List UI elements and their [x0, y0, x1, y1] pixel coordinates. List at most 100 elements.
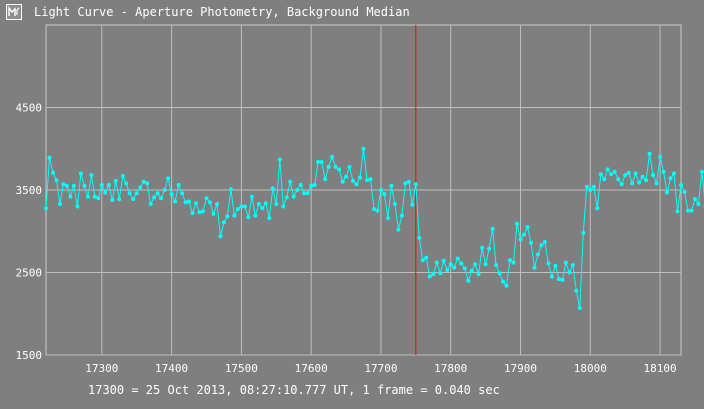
data-point [431, 272, 436, 277]
data-point [305, 191, 310, 196]
data-point [58, 202, 62, 206]
data-point [260, 206, 265, 211]
data-point [127, 191, 132, 196]
data-point [368, 177, 373, 182]
data-point [253, 213, 258, 218]
data-point [218, 234, 223, 239]
data-point [644, 178, 649, 183]
data-point [699, 169, 704, 174]
data-point [616, 177, 621, 182]
data-point [549, 274, 554, 279]
data-point [323, 177, 328, 182]
data-point [169, 192, 174, 197]
data-point [424, 255, 429, 260]
data-point [556, 277, 561, 282]
y-tick-label-2500: 2500 [16, 267, 43, 280]
data-point [640, 174, 645, 179]
data-point [333, 164, 338, 169]
data-point [689, 208, 694, 213]
data-point [267, 216, 272, 221]
data-point [413, 182, 418, 187]
data-point [103, 190, 108, 195]
data-point [392, 202, 397, 206]
data-point [668, 176, 673, 181]
data-point [281, 204, 286, 209]
data-point [71, 183, 76, 188]
data-point [560, 277, 565, 282]
data-point [354, 182, 359, 187]
data-point [47, 155, 52, 160]
data-point [487, 246, 492, 251]
time-reference-note: 17300 = 25 Oct 2013, 08:27:10.777 UT, 1 … [88, 383, 500, 397]
data-point [166, 176, 171, 181]
data-point [396, 227, 401, 232]
data-point [497, 271, 502, 276]
x-tick-label-17700: 17700 [364, 362, 397, 375]
data-point [382, 192, 387, 197]
data-point [82, 183, 87, 188]
data-point [511, 260, 516, 265]
data-point [361, 146, 366, 151]
data-point [612, 169, 617, 174]
data-point [340, 179, 345, 184]
data-point [546, 261, 551, 266]
data-point [651, 173, 656, 178]
data-point [598, 172, 603, 177]
tick-labels: 17300 17400 17500 17600 17700 17800 17900 18000… [16, 102, 677, 376]
data-point [490, 226, 495, 231]
data-point [302, 191, 307, 196]
data-point [647, 151, 652, 156]
data-point [602, 177, 607, 182]
data-point [630, 181, 635, 186]
data-point [274, 202, 279, 206]
data-point [563, 260, 568, 265]
data-point [106, 183, 111, 187]
data-point [595, 206, 600, 211]
data-point [159, 196, 164, 201]
data-point [389, 183, 394, 188]
data-point [473, 262, 478, 267]
data-point [623, 173, 628, 178]
data-point [110, 197, 115, 202]
data-point [246, 215, 251, 220]
data-point [637, 180, 642, 185]
data-point [591, 184, 596, 189]
data-point [508, 258, 512, 263]
data-point [225, 214, 230, 219]
data-point [567, 270, 572, 275]
data-point [633, 171, 638, 176]
data-point [295, 188, 300, 192]
data-point [201, 209, 205, 214]
data-point [574, 288, 579, 293]
data-point [619, 182, 624, 187]
data-point [693, 197, 697, 202]
data-point [291, 194, 296, 199]
light-curve-app-icon[interactable] [6, 4, 22, 20]
x-tick-label-18000: 18000 [574, 362, 607, 375]
data-point [654, 181, 659, 186]
data-point [145, 181, 150, 186]
data-point [228, 187, 233, 192]
data-point [452, 265, 457, 270]
data-point [372, 207, 376, 211]
data-point [284, 195, 289, 200]
data-point [658, 155, 663, 159]
data-point [330, 155, 335, 159]
data-point [406, 179, 411, 184]
data-point [365, 178, 369, 183]
data-point [476, 272, 481, 277]
data-point [99, 183, 104, 187]
x-tick-label-17600: 17600 [295, 362, 328, 375]
data-point [141, 179, 146, 184]
data-point [448, 262, 453, 267]
data-point [385, 216, 390, 221]
y-tick-label-4500: 4500 [16, 102, 43, 115]
data-point [570, 263, 575, 268]
data-point [162, 188, 167, 192]
data-point [89, 173, 94, 178]
data-point [85, 194, 90, 199]
data-point [194, 201, 198, 206]
